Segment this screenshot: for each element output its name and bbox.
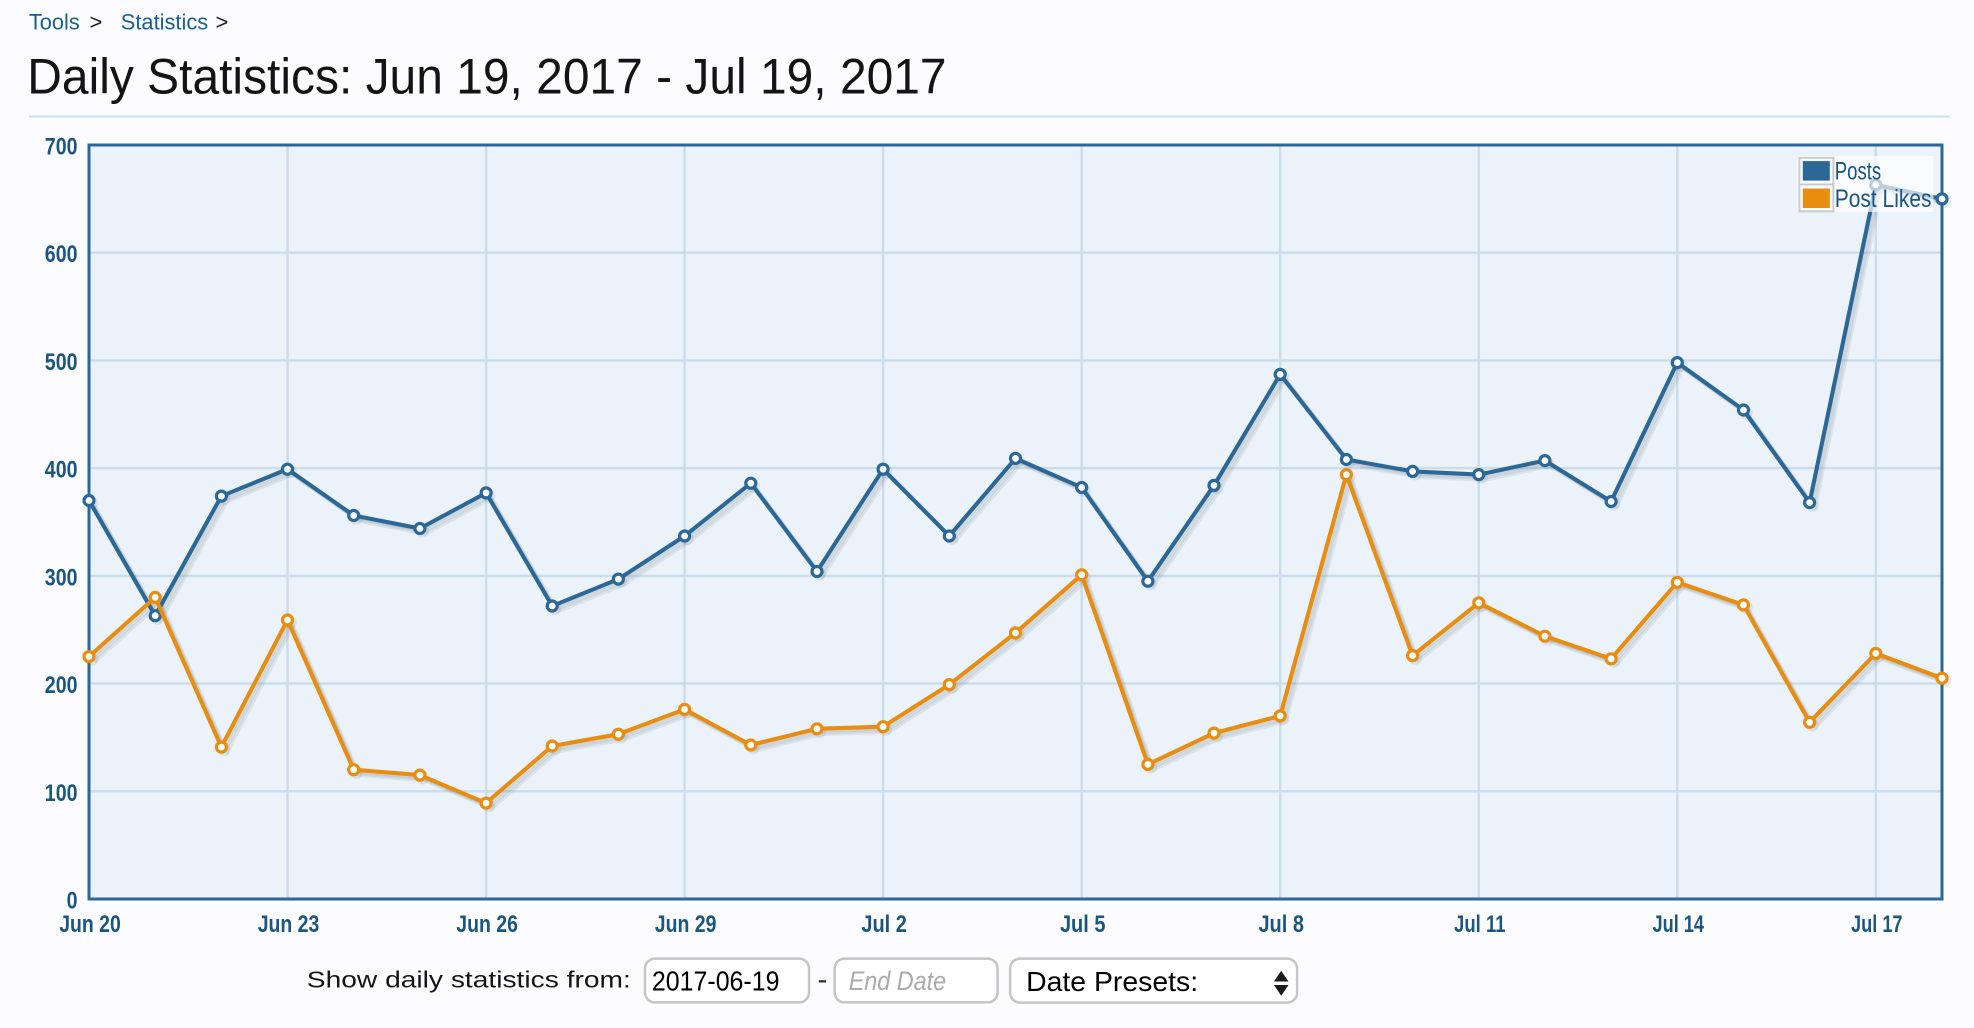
svg-text:700: 700	[45, 134, 78, 161]
svg-text:Statistics: Statistics	[121, 9, 208, 34]
svg-text:200: 200	[45, 672, 78, 699]
svg-text:100: 100	[45, 780, 78, 807]
svg-text:Date Presets:: Date Presets:	[1026, 966, 1198, 997]
svg-text:Jul 8: Jul 8	[1258, 911, 1304, 938]
svg-text:400: 400	[45, 457, 78, 484]
svg-text:Tools: Tools	[29, 9, 80, 34]
svg-text:Jun 20: Jun 20	[59, 911, 121, 938]
svg-text:Jun 23: Jun 23	[258, 911, 320, 938]
svg-text:600: 600	[45, 241, 78, 268]
svg-text:300: 300	[45, 564, 78, 591]
svg-text:Jul 5: Jul 5	[1060, 911, 1106, 938]
svg-text:Jul 11: Jul 11	[1454, 911, 1506, 938]
svg-text:Jul 2: Jul 2	[861, 911, 907, 938]
svg-text:500: 500	[45, 349, 78, 376]
svg-text:Daily Statistics: Jun 19, 2017: Daily Statistics: Jun 19, 2017 - Jul 19,…	[27, 49, 946, 105]
svg-text:Post Likes: Post Likes	[1835, 185, 1932, 213]
svg-text:Show daily statistics from:: Show daily statistics from:	[307, 967, 631, 993]
svg-text:End Date: End Date	[849, 966, 947, 996]
svg-text:>: >	[90, 9, 103, 34]
svg-text:Posts: Posts	[1835, 157, 1881, 185]
svg-text:Jul 14: Jul 14	[1653, 911, 1705, 938]
svg-text:Jun 29: Jun 29	[655, 911, 717, 938]
svg-text:Jun 26: Jun 26	[456, 911, 518, 938]
svg-text:2017-06-19: 2017-06-19	[652, 965, 780, 996]
svg-text:Jul 17: Jul 17	[1851, 911, 1903, 938]
svg-text:>: >	[216, 9, 229, 34]
svg-text:0: 0	[67, 888, 78, 915]
svg-text:-: -	[818, 963, 828, 996]
